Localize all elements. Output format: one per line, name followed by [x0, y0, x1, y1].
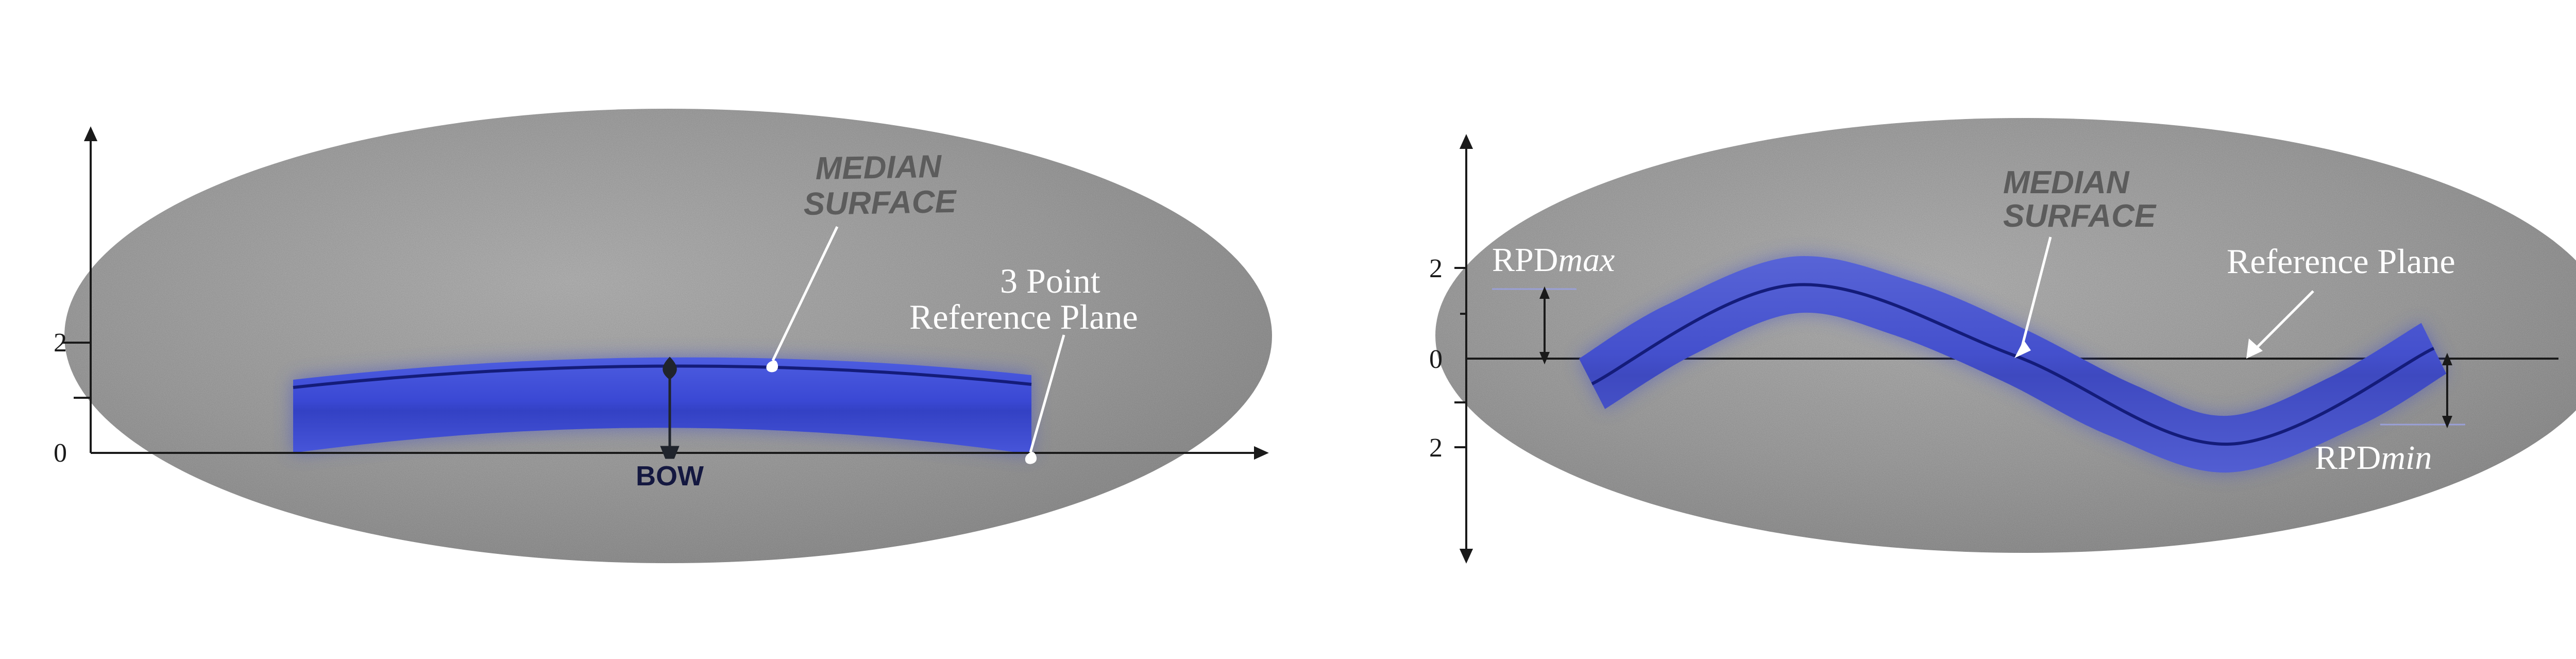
svg-text:2: 2 — [54, 328, 67, 358]
svg-text:0: 0 — [1429, 345, 1443, 374]
svg-text:RPDmax: RPDmax — [1492, 241, 1615, 279]
svg-text:RPDmin: RPDmin — [2315, 439, 2432, 477]
svg-text:3 Point: 3 Point — [1000, 261, 1100, 300]
svg-text:SURFACE: SURFACE — [2003, 198, 2157, 234]
svg-text:2: 2 — [1429, 433, 1443, 463]
svg-text:BOW: BOW — [636, 461, 704, 492]
svg-text:0: 0 — [54, 438, 67, 468]
svg-text:SURFACE: SURFACE — [803, 184, 957, 222]
svg-text:MEDIAN: MEDIAN — [815, 149, 942, 187]
svg-text:2: 2 — [1429, 254, 1443, 283]
svg-text:MEDIAN: MEDIAN — [2003, 165, 2130, 200]
svg-text:Reference Plane: Reference Plane — [2227, 242, 2455, 281]
svg-text:Reference Plane: Reference Plane — [909, 297, 1138, 336]
